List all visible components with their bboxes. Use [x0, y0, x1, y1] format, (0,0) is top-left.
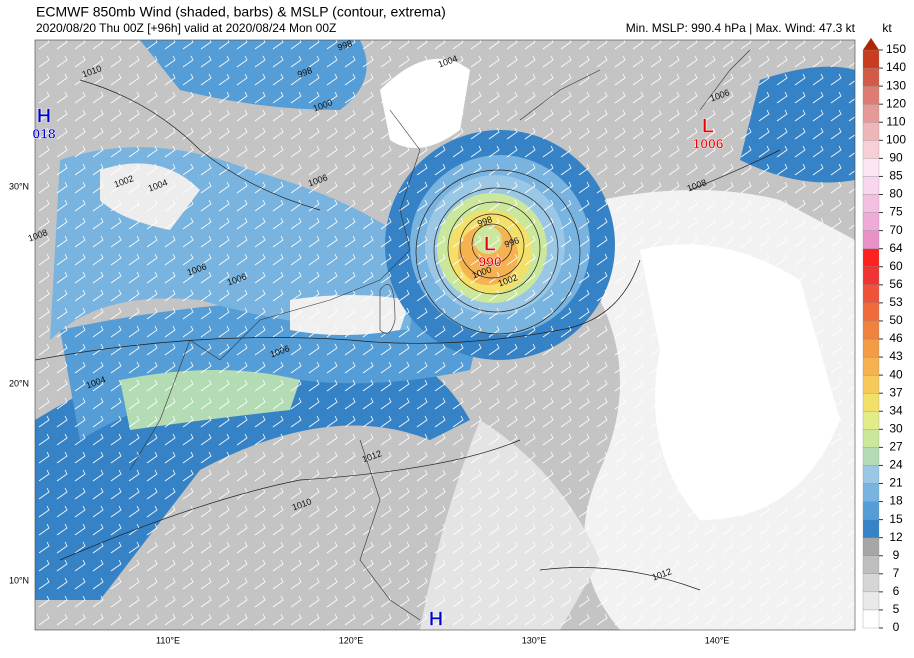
colorbar-label: 43 — [889, 349, 903, 363]
colorbar-segment — [862, 555, 880, 574]
colorbar-segment — [862, 266, 880, 285]
colorbar-segment — [862, 284, 880, 304]
colorbar-extend — [862, 37, 880, 51]
colorbar-label: 53 — [889, 295, 903, 309]
colorbar-label: 0 — [893, 620, 900, 634]
colorbar-segment — [862, 49, 880, 69]
map — [35, 40, 855, 630]
colorbar-segment — [862, 465, 880, 484]
colorbar-segment — [862, 519, 880, 538]
colorbar-label: 15 — [889, 512, 903, 526]
colorbar-label: 37 — [889, 385, 903, 399]
colorbar-label: 70 — [889, 223, 903, 237]
colorbar-segment — [862, 393, 880, 412]
colorbar-label: 30 — [889, 421, 903, 435]
colorbar-segment — [862, 212, 880, 231]
stats: Min. MSLP: 990.4 hPa | Max. Wind: 47.3 k… — [626, 21, 856, 35]
colorbar-segment — [862, 194, 880, 213]
colorbar-segment — [862, 230, 880, 249]
extremum-letter: L — [484, 233, 496, 255]
colorbar-label: 50 — [889, 313, 903, 327]
colorbar-label: 12 — [889, 530, 903, 544]
colorbar-label: 64 — [889, 241, 903, 255]
lon-label: 140°E — [705, 635, 730, 645]
colorbar-label: 75 — [889, 205, 903, 219]
colorbar-unit: kt — [882, 21, 892, 35]
lon-label: 120°E — [339, 635, 364, 645]
colorbar-label: 80 — [889, 187, 903, 201]
colorbar-segment — [862, 447, 880, 466]
colorbar-label: 21 — [889, 476, 903, 490]
colorbar-segment — [862, 248, 880, 267]
colorbar-label: 7 — [893, 566, 900, 580]
extremum-letter: L — [702, 115, 714, 137]
subtitle: 2020/08/20 Thu 00Z [+96h] valid at 2020/… — [36, 21, 336, 35]
contour-label: 998 — [336, 38, 354, 53]
colorbar-label: 100 — [886, 132, 906, 146]
colorbar-label: 120 — [886, 96, 906, 110]
colorbar-segment — [862, 483, 880, 502]
colorbar-label: 24 — [889, 458, 903, 472]
colorbar-segment — [862, 67, 880, 87]
colorbar-segment — [862, 591, 880, 611]
colorbar-label: 46 — [889, 331, 903, 345]
lat-label: 30°N — [9, 181, 29, 191]
colorbar-label: 60 — [889, 259, 903, 273]
colorbar-segment — [862, 573, 880, 593]
colorbar-label: 40 — [889, 367, 903, 381]
colorbar-segment — [862, 104, 880, 123]
colorbar-label: 5 — [893, 602, 900, 616]
lat-label: 10°N — [9, 575, 29, 585]
colorbar-label: 150 — [886, 42, 906, 56]
contour-label: 998 — [476, 214, 494, 229]
colorbar-segment — [862, 338, 880, 358]
extremum-letter: H — [429, 608, 443, 630]
colorbar-segment — [862, 429, 880, 448]
extremum-value: 018 — [32, 126, 56, 142]
colorbar-label: 27 — [889, 440, 903, 454]
colorbar-segment — [862, 158, 880, 177]
map-frame — [34, 39, 856, 631]
colorbar-segment — [862, 140, 880, 159]
extremum-value: 990 — [478, 254, 502, 270]
colorbar-segment — [862, 85, 880, 105]
colorbar-label: 6 — [893, 584, 900, 598]
colorbar-label: 56 — [889, 277, 903, 291]
colorbar-segment — [862, 176, 880, 195]
lat-label: 20°N — [9, 378, 29, 388]
colorbar-label: 18 — [889, 494, 903, 508]
colorbar-segment — [862, 302, 880, 322]
colorbar-label: 110 — [886, 114, 905, 128]
contour-label: 998 — [296, 65, 314, 80]
colorbar-label: 9 — [893, 548, 900, 562]
colorbar-label: 90 — [889, 151, 903, 165]
colorbar-label: 34 — [889, 403, 903, 417]
title: ECMWF 850mb Wind (shaded, barbs) & MSLP … — [36, 4, 446, 20]
lon-label: 130°E — [522, 635, 547, 645]
contour-label: 996 — [503, 235, 521, 250]
extremum-value: 1006 — [692, 136, 723, 152]
colorbar-label: 130 — [886, 78, 906, 92]
colorbar-segment — [862, 374, 880, 394]
colorbar-label: 85 — [889, 169, 903, 183]
colorbar-segment — [862, 356, 880, 376]
colorbar-segment — [862, 537, 880, 556]
colorbar-label: 140 — [886, 60, 906, 74]
colorbar-segment — [862, 609, 880, 629]
colorbar-segment — [862, 320, 880, 340]
colorbar-segment — [862, 411, 880, 430]
colorbar-segment — [862, 122, 880, 141]
extremum-letter: H — [37, 105, 51, 127]
lon-label: 110°E — [156, 635, 180, 645]
colorbar-segment — [862, 501, 880, 520]
